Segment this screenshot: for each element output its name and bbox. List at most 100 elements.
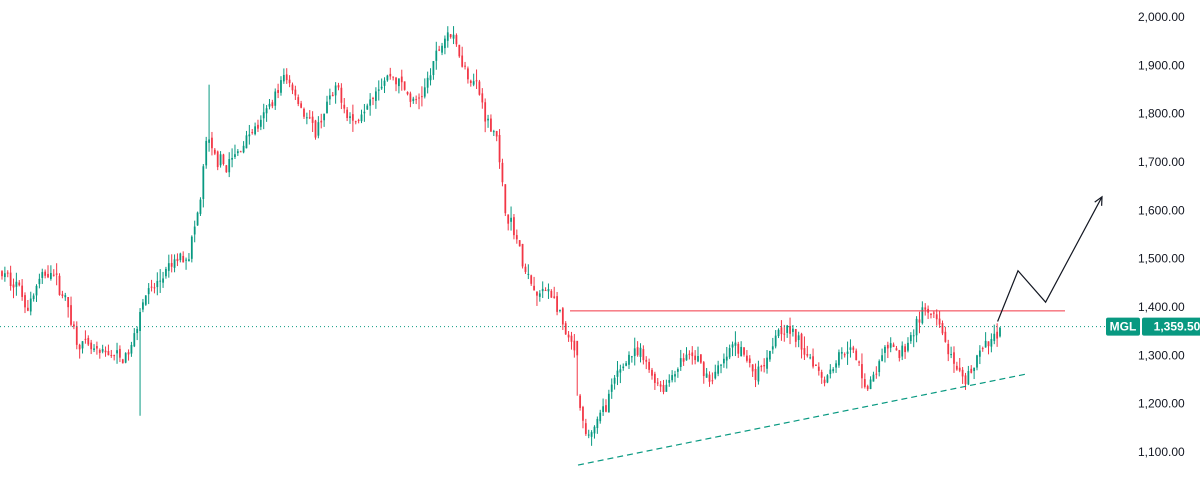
- candle: [400, 69, 403, 91]
- price-badge[interactable]: MGL 1,359.50: [1106, 317, 1200, 336]
- candle-body: [179, 253, 182, 261]
- candle: [429, 68, 432, 86]
- candle-body: [294, 89, 297, 96]
- candle: [737, 341, 740, 358]
- y-tick-label: 1,500.00: [1138, 252, 1185, 266]
- candle-body: [116, 350, 118, 354]
- candle: [513, 214, 515, 240]
- candle-body: [455, 35, 458, 45]
- support-trendline[interactable]: [577, 373, 1029, 466]
- candle: [98, 348, 101, 359]
- candle-body: [861, 364, 863, 379]
- candle: [423, 78, 426, 99]
- candle-body: [884, 346, 886, 353]
- candle: [803, 336, 806, 361]
- candle: [257, 119, 259, 132]
- candle-body: [628, 354, 630, 365]
- candle: [406, 91, 409, 96]
- candle-body: [602, 406, 604, 413]
- candle: [162, 271, 164, 288]
- candle: [699, 354, 702, 364]
- candle: [81, 341, 84, 354]
- candle-body: [285, 74, 288, 81]
- candle: [861, 353, 863, 389]
- candle-body: [150, 286, 153, 288]
- candle: [780, 320, 783, 341]
- candle: [941, 320, 944, 336]
- candle-body: [236, 151, 239, 154]
- candle-body: [648, 361, 651, 370]
- candle: [26, 299, 29, 312]
- candle: [265, 105, 268, 122]
- candle: [472, 73, 475, 87]
- candle-body: [576, 340, 579, 356]
- candle-body: [423, 87, 426, 97]
- candle: [987, 341, 990, 355]
- candle-body: [386, 75, 389, 81]
- candle: [665, 379, 668, 392]
- candle-body: [231, 157, 233, 160]
- candle-body: [625, 363, 628, 366]
- y-tick-label: 1,700.00: [1138, 155, 1185, 169]
- candle-body: [291, 84, 294, 91]
- projection-path[interactable]: [997, 196, 1103, 322]
- candle: [613, 375, 616, 390]
- candles-layer: [1, 26, 1001, 446]
- candle: [605, 399, 607, 413]
- candle: [990, 333, 993, 353]
- y-tick-label: 1,200.00: [1138, 397, 1185, 411]
- candle-body: [208, 139, 210, 143]
- candle: [518, 240, 521, 247]
- candle: [3, 266, 6, 282]
- candle-body: [449, 34, 452, 38]
- candle-body: [257, 124, 259, 129]
- candle-body: [41, 272, 44, 278]
- candle: [110, 349, 113, 358]
- candle: [630, 355, 633, 363]
- candle: [58, 273, 61, 296]
- candle: [228, 152, 231, 178]
- candle: [858, 360, 860, 367]
- candle: [645, 356, 648, 370]
- candle-body: [515, 235, 518, 240]
- candle-body: [513, 217, 515, 236]
- candle-body: [101, 349, 104, 352]
- candle: [607, 389, 610, 413]
- candle: [846, 341, 849, 365]
- candle-body: [780, 327, 783, 335]
- candle-body: [311, 116, 314, 123]
- candle-body: [127, 352, 130, 355]
- candle-body: [699, 354, 702, 363]
- candle: [809, 353, 812, 360]
- candle-body: [47, 273, 49, 278]
- candle-body: [418, 97, 420, 99]
- candle-body: [354, 121, 357, 123]
- candle-body: [924, 307, 927, 310]
- candle-body: [771, 346, 774, 350]
- candle: [101, 344, 104, 354]
- candle-body: [544, 290, 547, 292]
- candle: [320, 113, 323, 129]
- candle: [541, 281, 544, 299]
- candle: [271, 99, 274, 109]
- candle-body: [326, 101, 328, 114]
- candle: [728, 344, 731, 360]
- y-tick-label: 1,400.00: [1138, 300, 1185, 314]
- candle-body: [245, 135, 248, 149]
- candle-body: [674, 374, 676, 377]
- candle-body: [993, 333, 996, 341]
- candle-body: [769, 350, 771, 360]
- candle-body: [107, 351, 110, 356]
- price-axis[interactable]: 1,100.00 1,200.00 1,300.00 1,400.00 1,500.00…: [1106, 10, 1200, 459]
- candle: [757, 360, 760, 385]
- candle-body: [173, 259, 176, 268]
- candle-body: [978, 350, 981, 357]
- candle: [967, 365, 970, 386]
- candle: [869, 376, 872, 390]
- candle: [924, 303, 927, 316]
- candle: [582, 405, 584, 429]
- candle-body: [409, 93, 412, 102]
- candle-body: [872, 374, 875, 382]
- candle: [561, 306, 564, 331]
